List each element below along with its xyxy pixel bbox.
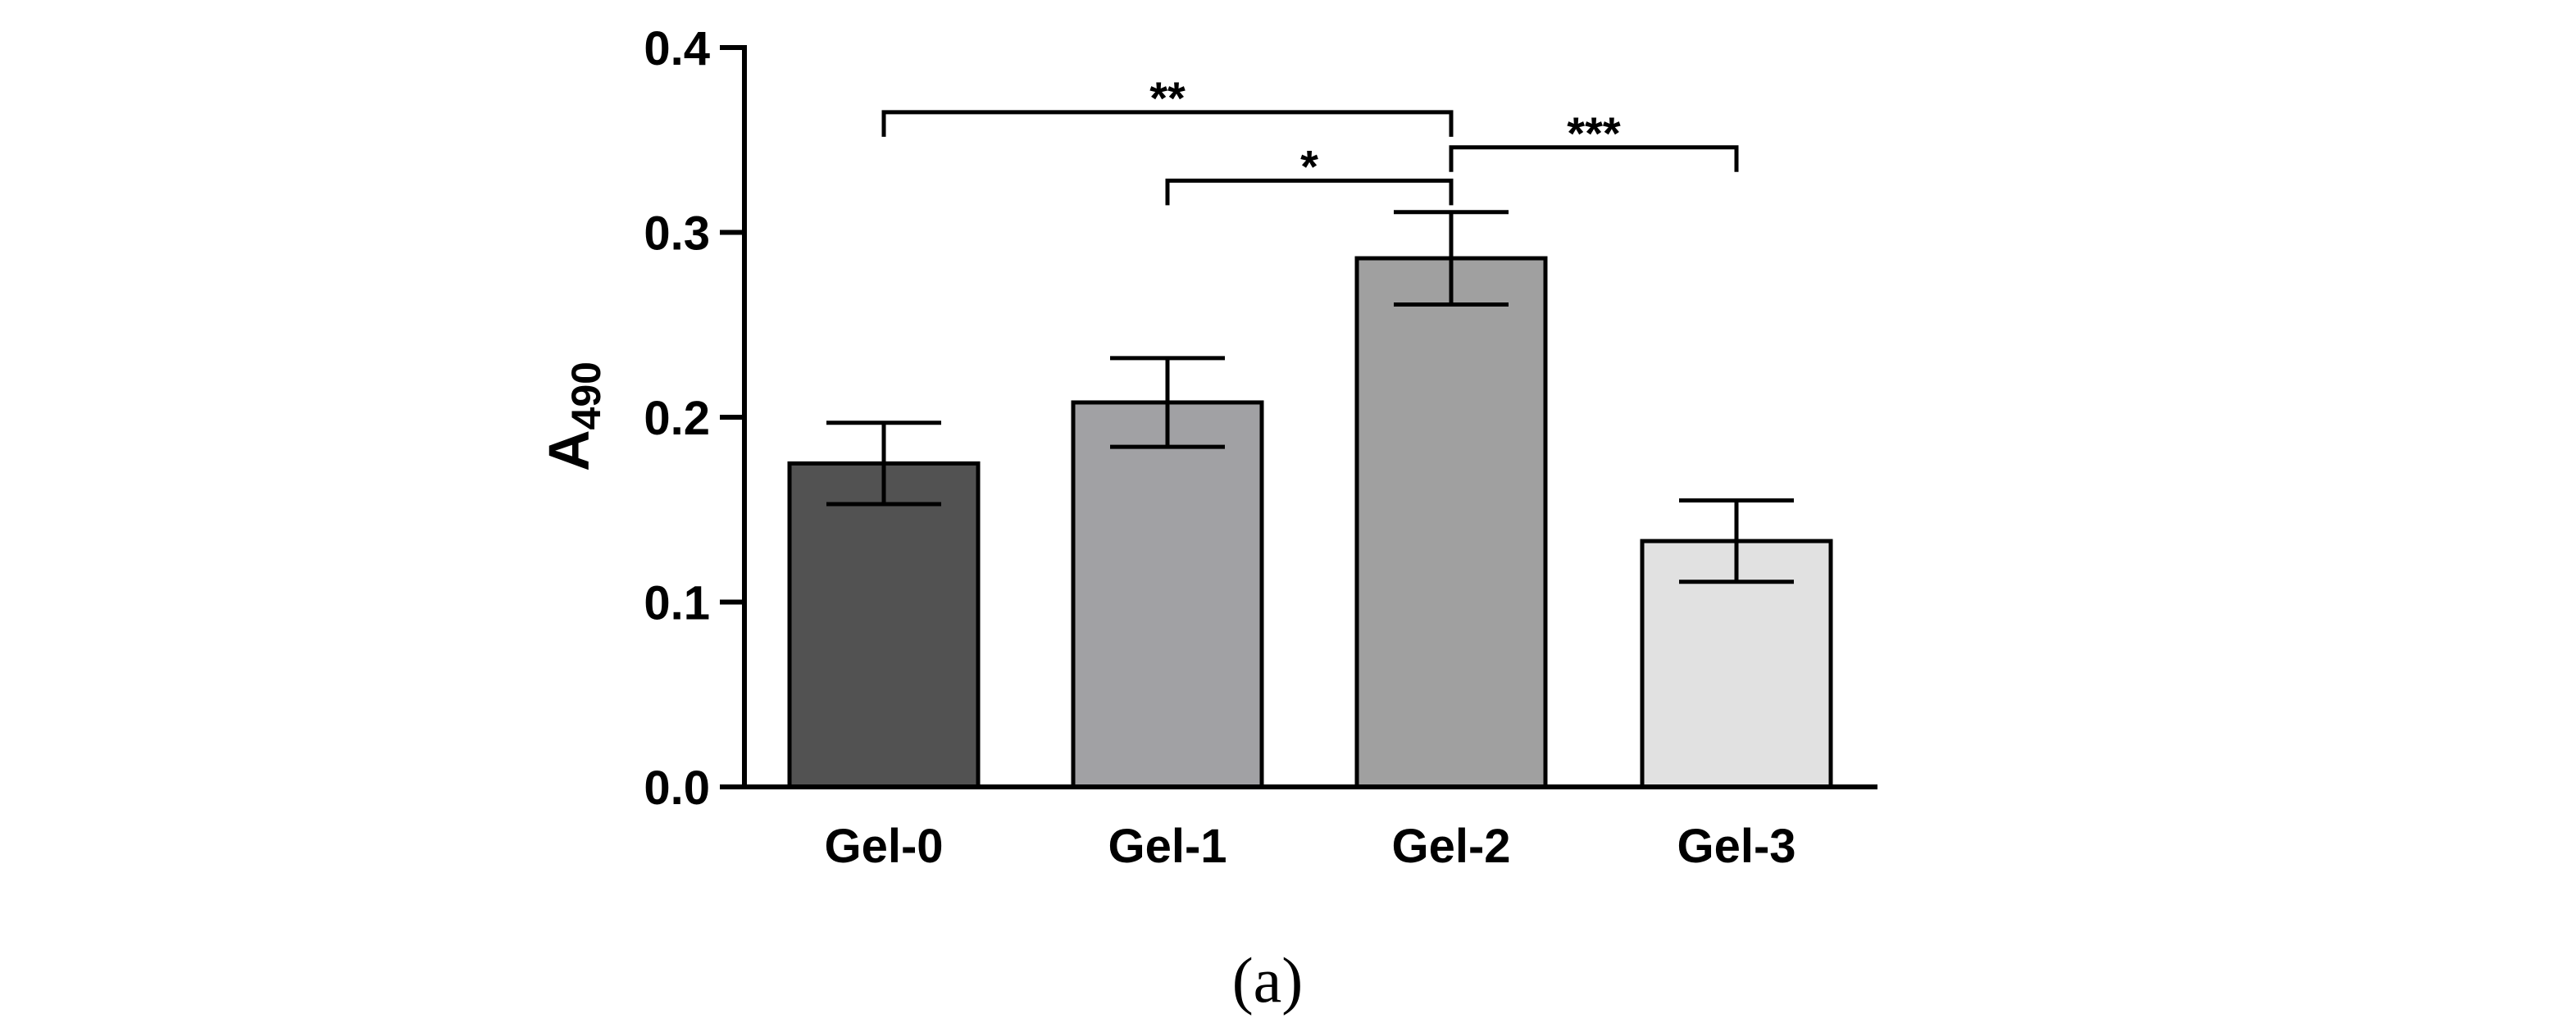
x-tick-label: Gel-2 bbox=[1391, 820, 1510, 873]
significance-bracket bbox=[881, 110, 1454, 137]
y-tick-label: 0.2 bbox=[644, 392, 710, 445]
y-ticks-group: 0.0 0.1 0.2 0.3 0.4 bbox=[644, 22, 744, 815]
significance-label: *** bbox=[1567, 107, 1621, 159]
bar-gel-0 bbox=[787, 461, 981, 789]
y-axis-title-main: A bbox=[537, 430, 601, 471]
significance-brackets-group: ****** bbox=[881, 72, 1739, 206]
y-tick-label: 0.0 bbox=[644, 761, 710, 815]
y-tick-label: 0.3 bbox=[644, 207, 710, 261]
bar-gel-2 bbox=[1354, 256, 1548, 789]
y-axis-title-subscript: 490 bbox=[563, 361, 609, 430]
significance-label: * bbox=[1300, 140, 1318, 192]
x-tick-label: Gel-0 bbox=[824, 820, 943, 873]
x-tick-label: Gel-3 bbox=[1677, 820, 1795, 873]
significance-bracket bbox=[1449, 145, 1739, 172]
bar-gel-1 bbox=[1071, 400, 1264, 789]
bars-group bbox=[787, 256, 1833, 789]
y-axis-title: A490 bbox=[537, 361, 609, 471]
significance-bracket bbox=[1165, 178, 1454, 206]
error-bars-group bbox=[826, 210, 1794, 584]
significance-label: ** bbox=[1149, 72, 1186, 124]
y-tick-label: 0.4 bbox=[644, 22, 710, 75]
y-tick-label: 0.1 bbox=[644, 577, 710, 630]
x-tick-labels-group: Gel-0 Gel-1 Gel-2 Gel-3 bbox=[824, 820, 1795, 873]
x-tick-label: Gel-1 bbox=[1108, 820, 1227, 873]
panel-label: (a) bbox=[1232, 944, 1304, 1016]
